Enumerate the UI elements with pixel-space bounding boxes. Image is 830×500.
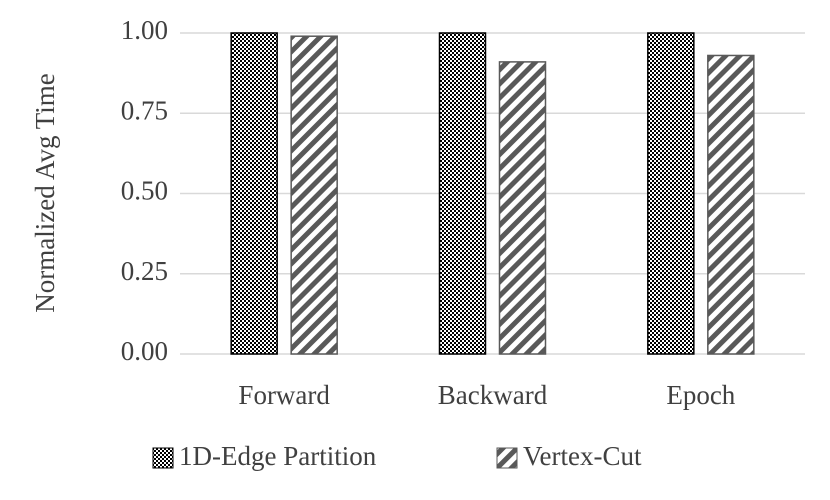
- bar: [230, 32, 278, 355]
- bar: [498, 61, 547, 355]
- x-tick-label: Forward: [238, 380, 330, 410]
- x-tick-label: Backward: [438, 380, 548, 410]
- bar: [647, 32, 695, 355]
- legend-swatch: [152, 447, 174, 469]
- y-tick-label: 0.00: [121, 336, 168, 366]
- y-tick-label: 0.50: [121, 176, 168, 206]
- y-tick-label: 0.25: [121, 256, 168, 286]
- x-tick-label: Epoch: [666, 380, 735, 410]
- legend-swatch: [496, 447, 518, 469]
- bar: [290, 35, 338, 355]
- legend-label: 1D-Edge Partition: [179, 441, 377, 471]
- y-tick-label: 1.00: [121, 15, 168, 45]
- bar: [438, 32, 487, 355]
- y-axis-label: Normalized Avg Time: [30, 73, 60, 313]
- legend-label: Vertex-Cut: [523, 441, 642, 471]
- bar: [707, 54, 755, 355]
- y-tick-label: 0.75: [121, 95, 168, 125]
